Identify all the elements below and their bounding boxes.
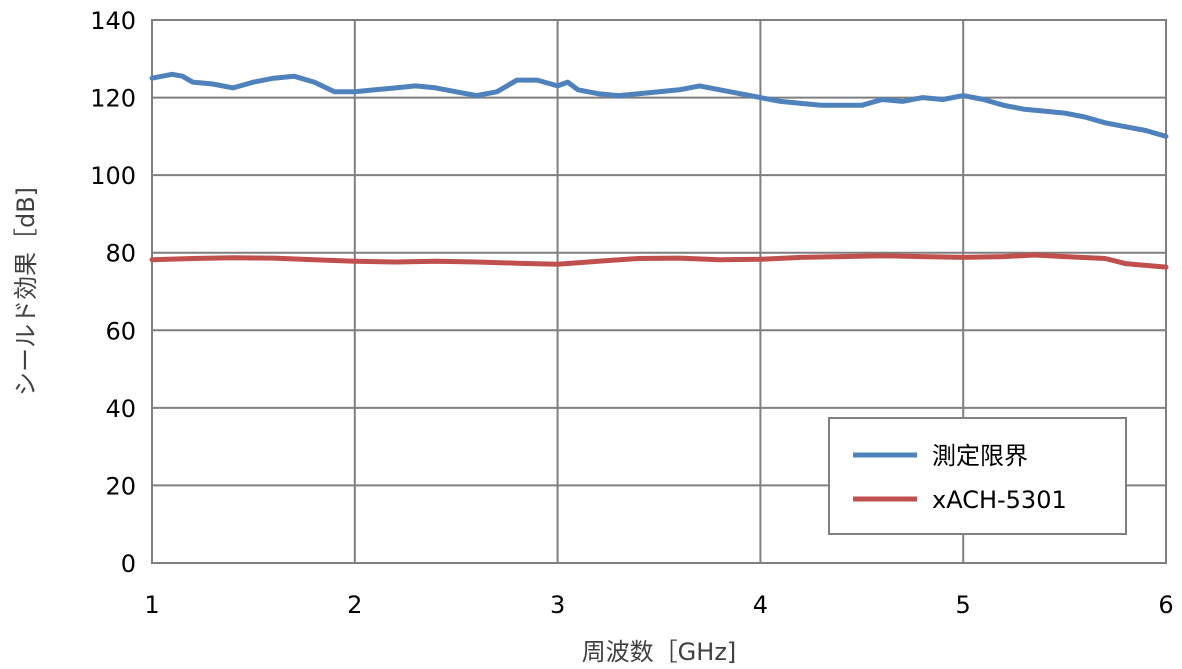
series-lines — [149, 71, 1169, 270]
x-tick-label: 3 — [550, 591, 565, 619]
series-line-1 — [149, 71, 1169, 139]
x-axis-title: 周波数［GHz] — [582, 638, 737, 666]
y-tick-label: 60 — [105, 317, 136, 345]
x-tick-label: 5 — [956, 591, 971, 619]
x-tick-label: 2 — [347, 591, 362, 619]
x-tick-label: 1 — [144, 591, 159, 619]
y-tick-label: 140 — [90, 7, 136, 35]
plot-area-frame — [151, 19, 1167, 564]
legend: 測定限界 xACH-5301 — [828, 417, 1127, 535]
y-tick-label: 120 — [90, 85, 136, 113]
y-tick-label: 100 — [90, 162, 136, 190]
y-tick-labels: 0 20 40 60 80 100 120 140 — [90, 7, 136, 578]
x-tick-label: 6 — [1158, 591, 1173, 619]
y-tick-label: 0 — [121, 550, 136, 578]
legend-label-series-2: xACH-5301 — [932, 486, 1067, 514]
series-line-2 — [149, 252, 1169, 270]
x-tick-labels: 1 2 3 4 5 6 — [144, 591, 1173, 619]
y-tick-label: 20 — [105, 472, 136, 500]
legend-label-series-1: 測定限界 — [932, 442, 1028, 470]
y-axis-title: シールド効果［dB] — [12, 187, 40, 396]
x-tick-label: 4 — [753, 591, 768, 619]
y-tick-label: 40 — [105, 395, 136, 423]
y-tick-label: 80 — [105, 240, 136, 268]
legend-box — [828, 417, 1127, 535]
